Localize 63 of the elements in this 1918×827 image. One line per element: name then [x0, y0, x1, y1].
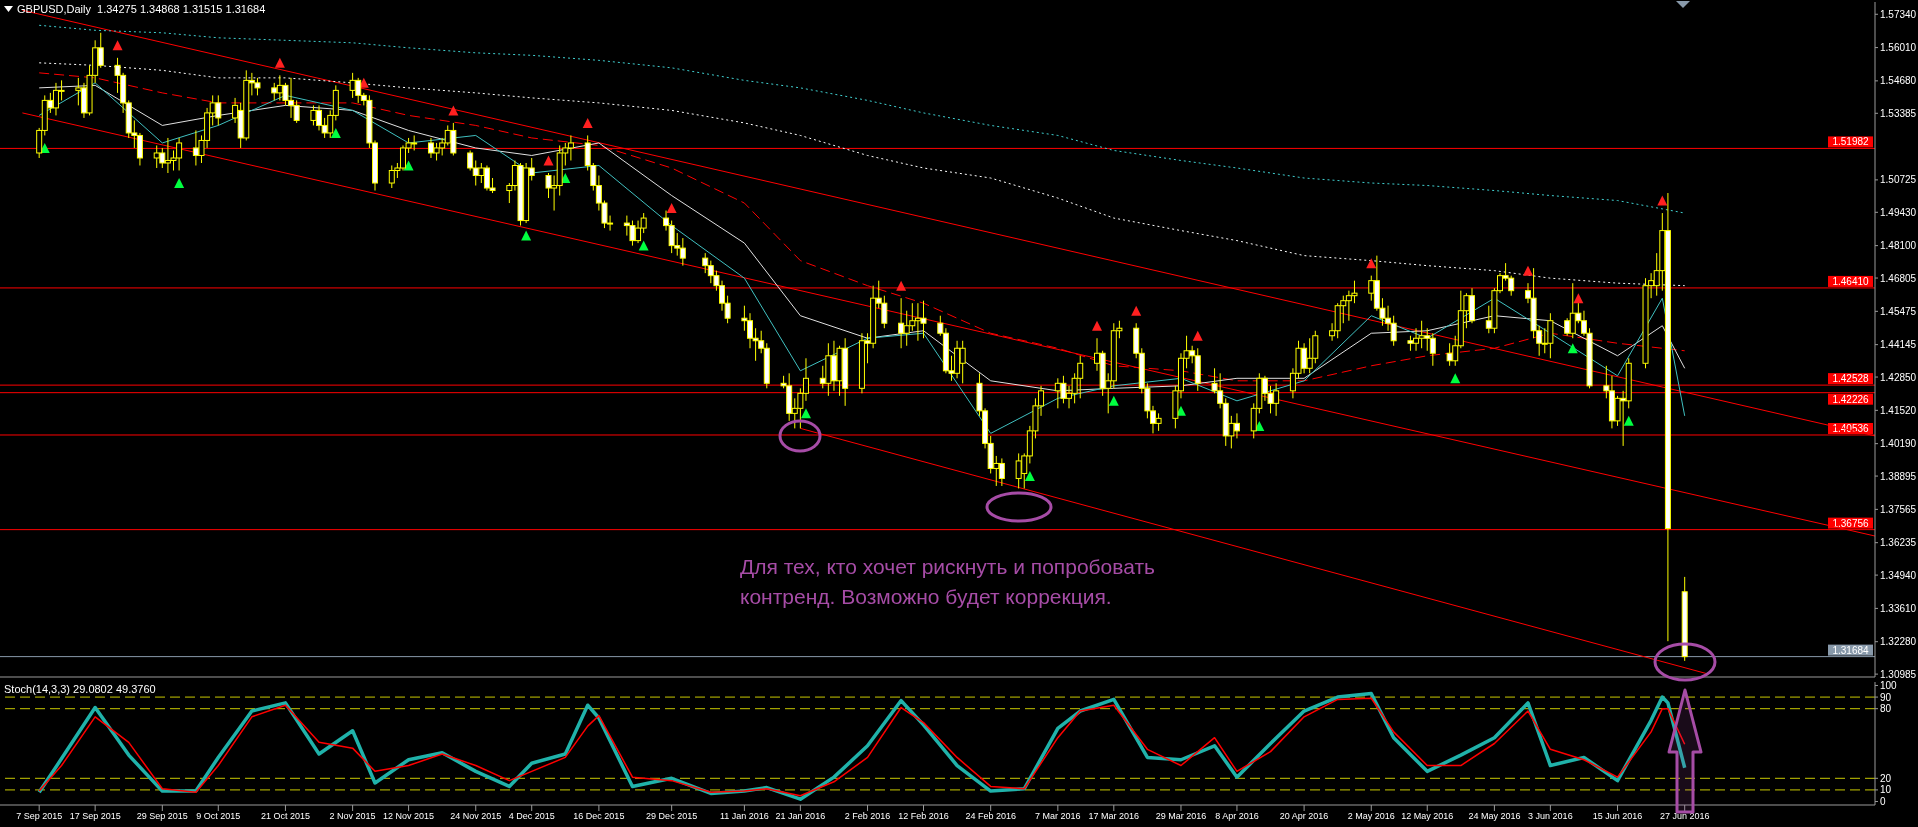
ref-line-label: 1.40536: [1832, 422, 1870, 434]
x-tick-label: 7 Sep 2015: [16, 811, 63, 822]
x-tick-label: 2 Nov 2015: [329, 811, 376, 822]
ref-line-label: 1.36756: [1832, 517, 1870, 529]
y-tick-label: 1.34940: [1880, 569, 1917, 581]
x-tick-label: 15 Jun 2016: [1592, 811, 1643, 822]
y-tick-label: 1.40190: [1880, 438, 1917, 450]
x-tick-label: 17 Mar 2016: [1088, 811, 1140, 822]
x-tick-label: 2 May 2016: [1347, 811, 1395, 822]
x-tick-label: 24 Feb 2016: [965, 811, 1016, 822]
y-tick-label: 1.54680: [1880, 75, 1917, 87]
y-tick-label: 1.42850: [1880, 371, 1917, 383]
x-tick-label: 21 Jan 2016: [775, 811, 826, 822]
x-tick-label: 16 Dec 2015: [573, 811, 625, 822]
x-tick-label: 24 Nov 2015: [450, 811, 502, 822]
y-tick-label: 1.56010: [1880, 42, 1917, 54]
chart-title: Stoch(14,3,3) 29.0802 49.3760: [4, 683, 156, 695]
x-tick-label: 29 Mar 2016: [1155, 811, 1207, 822]
ref-line-label: 1.51982: [1832, 136, 1870, 148]
y-tick-label: 0: [1880, 796, 1886, 808]
x-tick-label: 2 Feb 2016: [844, 811, 891, 822]
y-tick-label: 1.37565: [1880, 503, 1917, 515]
x-tick-label: 21 Oct 2015: [260, 811, 310, 822]
x-tick-label: 20 Apr 2016: [1279, 811, 1329, 822]
y-tick-label: 1.57340: [1880, 8, 1917, 20]
y-tick-label: 1.46805: [1880, 272, 1917, 284]
y-tick-label: 1.44145: [1880, 339, 1917, 351]
chart-title: GBPUSD,Daily 1.34275 1.34868 1.31515 1.31684: [17, 3, 266, 15]
annotation: Для тех, кто хочет рискнуть и попробовать контренд. Возможно будет коррекция.: [740, 554, 1156, 610]
y-tick-label: 1.33610: [1880, 602, 1917, 614]
ref-line-label: 1.42226: [1832, 393, 1870, 405]
x-tick-label: 11 Jan 2016: [719, 811, 769, 822]
y-tick-label: 80: [1880, 703, 1892, 715]
x-tick-label: 27 Jun 2016: [1659, 811, 1710, 822]
y-tick-label: 1.30985: [1880, 668, 1917, 680]
y-tick-label: 1.50725: [1880, 174, 1917, 186]
x-tick-label: 12 May 2016: [1401, 811, 1454, 822]
y-tick-label: 10: [1880, 784, 1892, 796]
x-tick-label: 9 Oct 2015: [196, 811, 241, 822]
y-tick-label: 1.38895: [1880, 470, 1917, 482]
ref-line-label: 1.46410: [1832, 275, 1870, 287]
x-tick-label: 24 May 2016: [1468, 811, 1521, 822]
y-tick-label: 100: [1880, 680, 1898, 692]
y-tick-label: 1.48100: [1880, 240, 1917, 252]
y-tick-label: 1.36235: [1880, 537, 1917, 549]
y-tick-label: 1.49430: [1880, 206, 1917, 218]
y-tick-label: 90: [1880, 691, 1892, 703]
x-tick-label: 7 Mar 2016: [1035, 811, 1081, 822]
x-tick-label: 8 Apr 2016: [1215, 811, 1259, 822]
x-tick-label: 29 Dec 2015: [646, 811, 698, 822]
x-tick-label: 17 Sep 2015: [69, 811, 121, 822]
ref-line-label: 1.42528: [1832, 373, 1870, 385]
y-tick-label: 1.32280: [1880, 636, 1917, 648]
y-tick-label: 1.41520: [1880, 404, 1917, 416]
x-tick-label: 3 Jun 2016: [1528, 811, 1573, 822]
x-tick-label: 4 Dec 2015: [508, 811, 555, 822]
x-tick-label: 12 Feb 2016: [898, 811, 949, 822]
x-tick-label: 29 Sep 2015: [136, 811, 188, 822]
ref-line-label: 1.31684: [1832, 644, 1870, 656]
y-tick-label: 1.53385: [1880, 107, 1917, 119]
y-tick-label: 20: [1880, 772, 1892, 784]
y-tick-label: 1.45475: [1880, 305, 1917, 317]
x-tick-label: 12 Nov 2015: [383, 811, 435, 822]
